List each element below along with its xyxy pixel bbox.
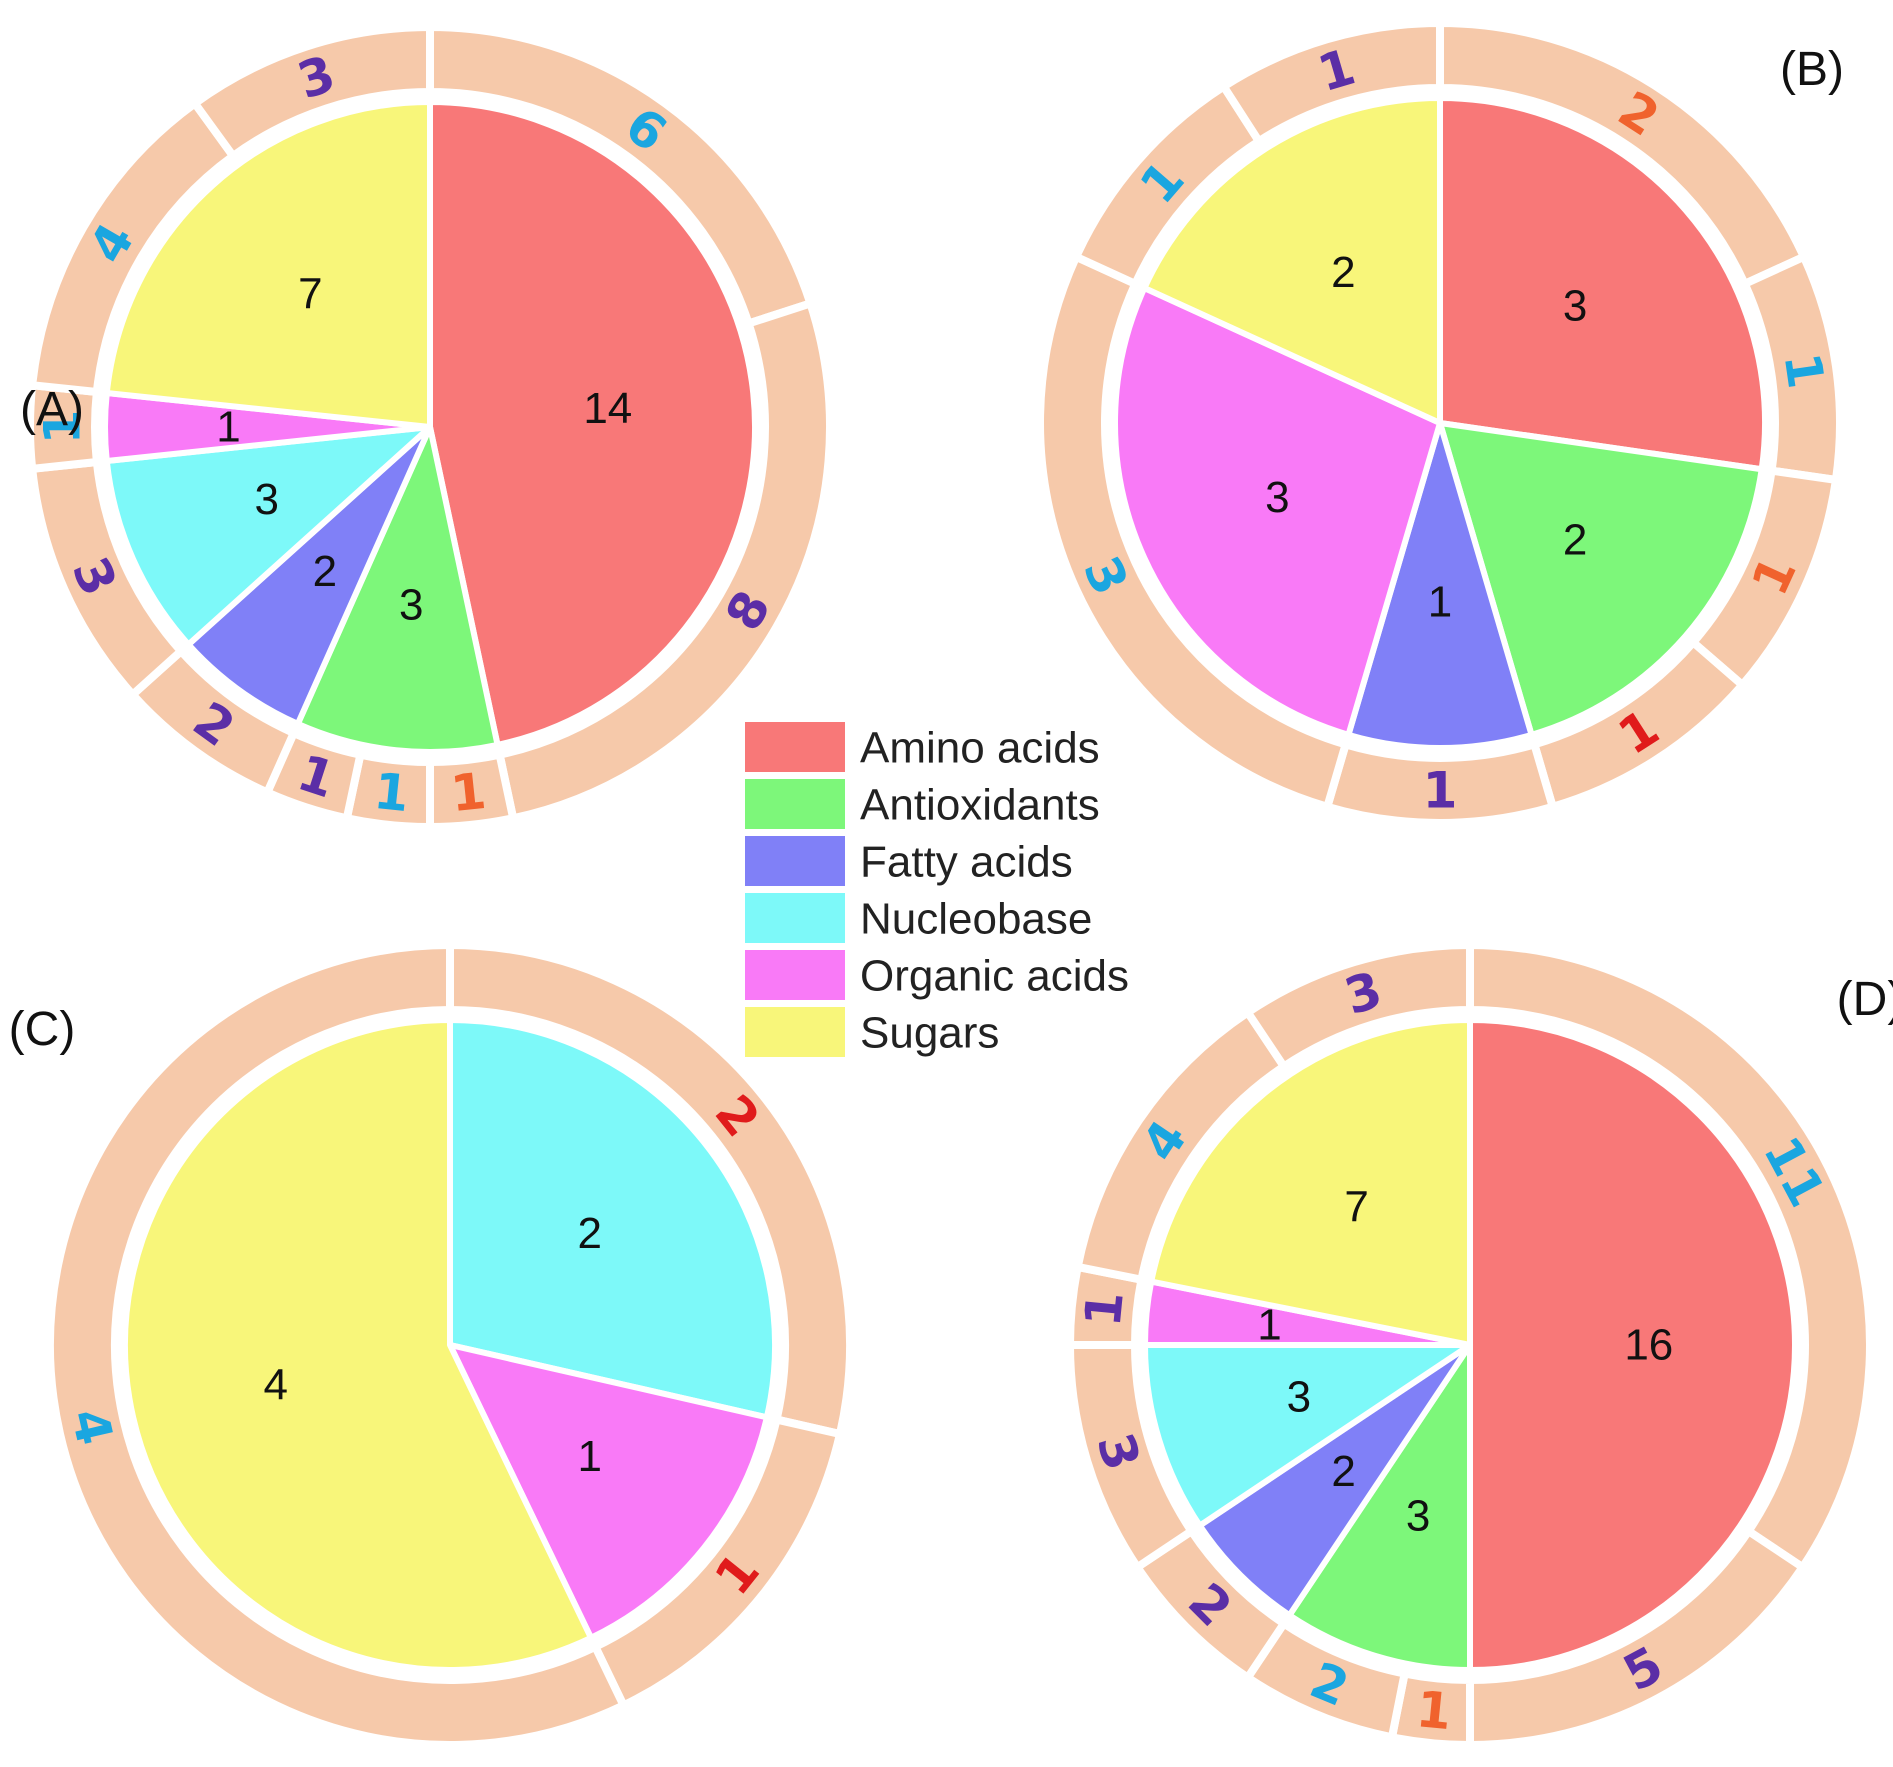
pie-slice-amino-acids (427, 99, 758, 748)
pie-slice-label: 3 (1287, 1372, 1311, 1421)
legend: Amino acids Antioxidants Fatty acids Nucleo… (745, 722, 1129, 1058)
pie-slice-label: 1 (216, 403, 240, 452)
pie-slice-sugars (1141, 95, 1443, 426)
pie-slice-label: 2 (1331, 1447, 1355, 1496)
pie-slice-label: 7 (298, 270, 322, 319)
outer-ring-label: 1 (1414, 1680, 1454, 1741)
pie-slice-organic-acids (1112, 284, 1443, 738)
pie-slice-label: 2 (1563, 516, 1587, 565)
outer-ring-segment (1218, 18, 1444, 147)
outer-ring-label: 1 (371, 762, 412, 823)
legend-swatch-nucleobase (745, 893, 845, 943)
legend-swatch-amino-acids (745, 722, 845, 772)
outer-ring-label: 1 (1773, 349, 1835, 392)
pie-slice-label: 3 (399, 580, 423, 629)
legend-label: Antioxidants (860, 781, 1100, 830)
legend-label: Amino acids (860, 724, 1100, 773)
pie-slice-label: 16 (1624, 1321, 1673, 1370)
pie-slice-label: 2 (578, 1209, 602, 1258)
pie-slice-nucleobase (1142, 1342, 1473, 1529)
outer-ring-label: 1 (34, 410, 92, 445)
panel-label: (C) (9, 1003, 76, 1056)
outer-ring-label: 1 (1423, 762, 1458, 820)
pie-slice-label: 3 (1265, 473, 1289, 522)
pie-slice-organic-acids (447, 1342, 770, 1641)
pie-slice-amino-acids (1467, 1017, 1798, 1673)
pie-slice-label: 7 (1344, 1182, 1368, 1231)
panel-label: (D) (1837, 973, 1893, 1026)
pie-slice-amino-acids (1437, 95, 1768, 473)
legend-label: Fatty acids (860, 838, 1073, 887)
pie-slice-antioxidants (1437, 420, 1765, 738)
pie-slice-antioxidants (294, 424, 501, 755)
legend-swatch-sugars (745, 1007, 845, 1057)
outer-ring-label: 1 (448, 762, 489, 823)
panel-label: (B) (1780, 43, 1844, 96)
legend-swatch-organic-acids (745, 950, 845, 1000)
pie-charts-group: 68111231431432317(A)2111131132132(B)2142… (9, 18, 1893, 1750)
pie-slice-label: 2 (313, 547, 337, 596)
pie-slice-sugars (1148, 1017, 1473, 1348)
legend-swatch-fatty-acids (745, 836, 845, 886)
pie-slice-nucleobase (447, 1017, 778, 1421)
outer-ring-segment (46, 940, 629, 1749)
pie-slice-fatty-acids (1345, 420, 1535, 751)
legend-label: Sugars (860, 1009, 999, 1058)
outer-ring-label: 1 (1074, 1289, 1135, 1329)
legend-swatch-antioxidants (745, 779, 845, 829)
pie-slice-label: 3 (1406, 1492, 1430, 1541)
pie-slice-label: 2 (1331, 248, 1355, 297)
outer-ring-segment (189, 22, 434, 162)
pie-slice-label: 3 (254, 475, 278, 524)
pie-slice-label: 4 (263, 1360, 287, 1409)
pie-slice-label: 14 (583, 384, 632, 433)
pie-slice-antioxidants (1286, 1342, 1473, 1673)
outer-ring-segment (1242, 940, 1474, 1073)
pie-slice-fatty-acids (185, 424, 433, 727)
pie-slice-sugars (121, 1017, 595, 1673)
legend-label: Organic acids (860, 952, 1129, 1001)
pie-slice-label: 3 (1563, 281, 1587, 330)
panel-label: (A) (20, 383, 84, 436)
pie-slice-sugars (103, 99, 433, 430)
pie-slice-nucleobase (103, 424, 433, 648)
legend-label: Nucleobase (860, 895, 1092, 944)
pie-slice-label: 1 (578, 1432, 602, 1481)
pie-slice-label: 1 (1428, 577, 1452, 626)
